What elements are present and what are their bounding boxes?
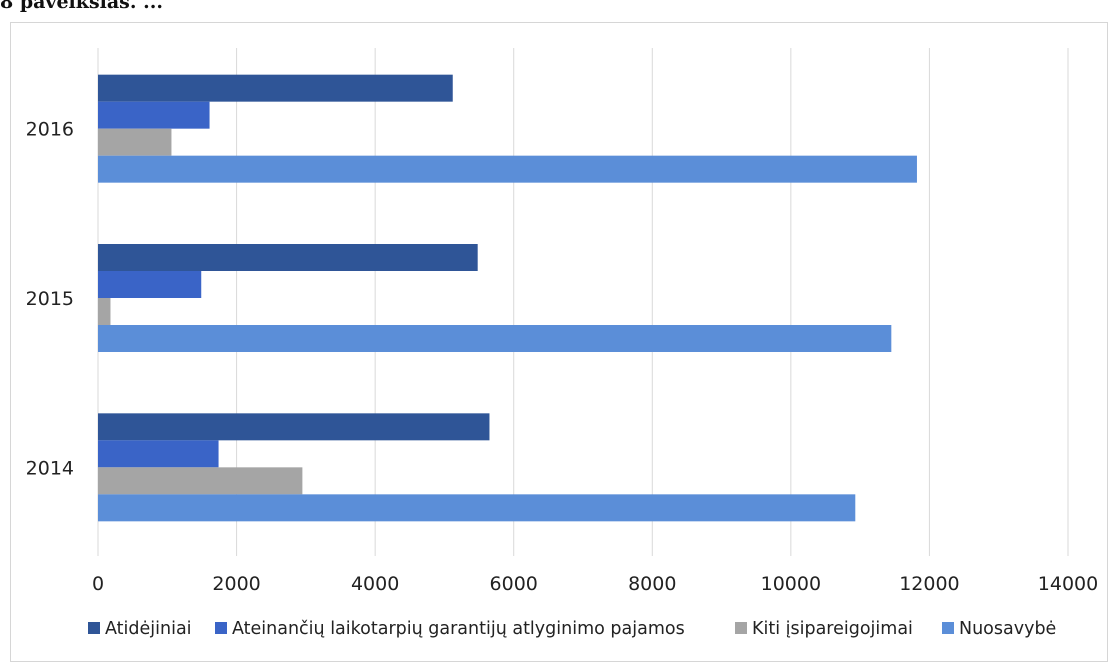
category-label: 2016 (26, 119, 74, 141)
legend-swatch (215, 622, 227, 634)
legend-label: Ateinančių laikotarpių garantijų atlygin… (232, 619, 685, 639)
bar (98, 155, 917, 183)
bar (98, 271, 202, 298)
bar (98, 325, 892, 352)
x-axis-ticks: 0 2000 4000 6000 8000 10000 12000 14000 (92, 573, 1098, 595)
bar (98, 244, 478, 271)
x-tick-label: 12000 (899, 573, 959, 595)
legend-swatch (942, 622, 954, 634)
bar (98, 467, 303, 495)
gridlines (97, 48, 1069, 556)
bar (98, 101, 210, 129)
legend-label: Kiti įsipareigojimai (752, 619, 913, 639)
x-tick-label: 0 (92, 573, 104, 595)
bars (98, 74, 917, 522)
x-tick-label: 14000 (1038, 573, 1098, 595)
legend: Atidėjiniai Ateinančių laikotarpių garant… (88, 619, 1056, 639)
bar (98, 494, 856, 522)
bar (98, 440, 219, 468)
figure-caption: 8 paveikslas. ... (0, 0, 163, 13)
category-label: 2014 (26, 457, 74, 479)
x-tick-label: 4000 (351, 573, 399, 595)
legend-swatch (735, 622, 747, 634)
category-label: 2015 (26, 288, 74, 310)
bar (98, 128, 172, 156)
x-tick-label: 6000 (490, 573, 538, 595)
bar (98, 74, 453, 102)
category-labels: 2016 2015 2014 (26, 119, 74, 480)
x-tick-label: 8000 (628, 573, 676, 595)
x-tick-label: 2000 (212, 573, 260, 595)
x-tick-label: 10000 (761, 573, 821, 595)
legend-label: Nuosavybė (959, 619, 1056, 639)
bar (98, 298, 111, 325)
bar (98, 413, 490, 441)
legend-label: Atidėjiniai (105, 619, 192, 639)
legend-swatch (88, 622, 100, 634)
